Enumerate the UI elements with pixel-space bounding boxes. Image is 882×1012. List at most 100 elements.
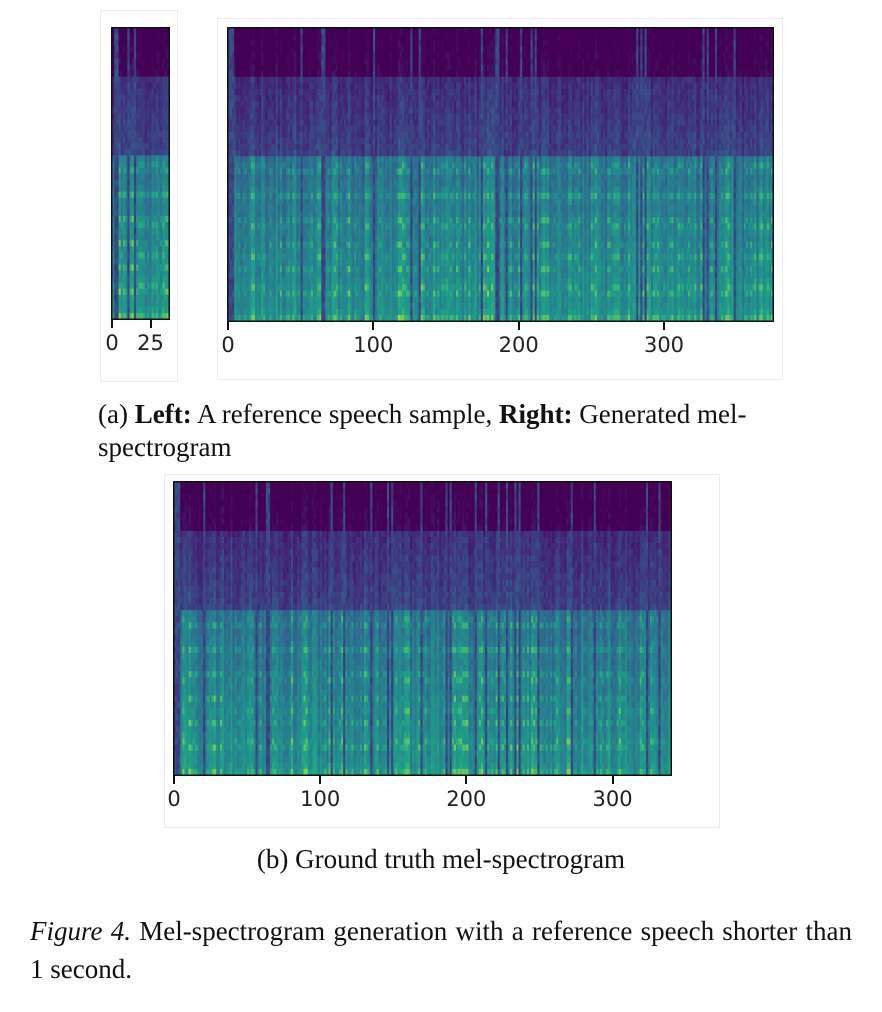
heatmap-cell xyxy=(315,137,318,145)
heatmap-cell xyxy=(267,180,271,188)
heatmap-cell xyxy=(144,106,148,114)
heatmap-cell xyxy=(385,101,389,108)
heatmap-cell xyxy=(288,162,291,169)
heatmap-cell xyxy=(271,58,275,66)
heatmap-cell xyxy=(252,241,256,249)
heatmap-cell xyxy=(344,156,347,163)
heatmap-cell xyxy=(350,95,353,102)
heatmap-cell xyxy=(144,58,148,65)
heatmap-cell xyxy=(302,52,306,60)
heatmap-cell xyxy=(379,113,382,121)
heatmap-cell xyxy=(242,34,246,41)
heatmap-cell xyxy=(385,64,389,72)
heatmap-cell xyxy=(352,40,355,47)
heatmap-cell xyxy=(261,156,264,163)
heatmap-cell xyxy=(269,229,273,237)
heatmap-cell xyxy=(279,95,283,102)
heatmap-cell xyxy=(296,290,300,298)
heatmap-cell xyxy=(269,70,273,78)
heatmap-cell xyxy=(138,288,142,296)
heatmap-cell xyxy=(360,259,364,267)
heatmap-cell xyxy=(234,217,237,224)
heatmap-cell xyxy=(277,186,281,194)
heatmap-cell xyxy=(319,168,322,176)
heatmap-cell xyxy=(346,58,349,66)
heatmap-cell xyxy=(144,118,148,126)
heatmap-cell xyxy=(292,241,295,249)
heatmap-cell xyxy=(250,162,254,169)
heatmap-cell xyxy=(234,198,237,206)
heatmap-cell xyxy=(387,229,391,237)
heatmap-cell xyxy=(323,192,326,200)
heatmap-cell xyxy=(236,247,239,255)
heatmap-cell xyxy=(114,246,117,253)
heatmap-cell xyxy=(348,131,351,139)
heatmap-cell xyxy=(120,88,124,96)
heatmap-cell xyxy=(370,156,374,163)
heatmap-cell xyxy=(279,284,283,292)
heatmap-cell xyxy=(125,131,128,138)
heatmap-cell xyxy=(356,278,360,285)
heatmap-cell xyxy=(356,150,360,157)
heatmap-cell xyxy=(140,94,144,102)
heatmap-cell xyxy=(116,70,120,78)
heatmap-cell xyxy=(234,223,237,231)
heatmap-cell xyxy=(234,174,237,182)
heatmap-cell xyxy=(325,247,329,255)
heatmap-cell xyxy=(234,253,237,261)
heatmap-cell xyxy=(252,217,256,224)
heatmap-cell xyxy=(370,137,374,145)
heatmap-cell xyxy=(364,137,368,145)
heatmap-cell xyxy=(335,89,339,96)
heatmap-cell xyxy=(252,125,256,133)
heatmap-cell xyxy=(166,118,170,126)
heatmap-cell xyxy=(335,241,339,249)
heatmap-cell xyxy=(286,253,289,261)
heatmap-cell xyxy=(319,314,322,322)
heatmap-cell xyxy=(160,118,164,126)
heatmap-cell xyxy=(341,101,345,108)
heatmap-cell xyxy=(151,191,155,199)
heatmap-cell xyxy=(331,296,335,304)
heatmap-cell xyxy=(292,205,295,212)
heatmap-cell xyxy=(277,125,281,133)
heatmap-cell xyxy=(381,131,385,139)
heatmap-cell xyxy=(370,101,374,108)
heatmap-cell xyxy=(275,253,279,261)
heatmap-cell xyxy=(228,174,231,182)
heatmap-cell xyxy=(339,174,343,182)
heatmap-cell xyxy=(236,223,239,231)
heatmap-cell xyxy=(279,241,283,249)
heatmap-cell xyxy=(344,82,347,90)
heatmap-cell xyxy=(265,186,268,194)
heatmap-cell xyxy=(283,266,287,273)
heatmap-cell xyxy=(337,168,341,176)
heatmap-cell xyxy=(331,107,335,115)
heatmap-cell xyxy=(234,95,237,102)
heatmap-cell xyxy=(230,34,233,41)
heatmap-cell xyxy=(116,106,120,114)
heatmap-cell xyxy=(312,235,316,243)
heatmap-cell xyxy=(147,131,150,138)
heatmap-cell xyxy=(383,235,387,243)
heatmap-cell xyxy=(257,308,260,316)
heatmap-cell xyxy=(364,241,368,249)
heatmap-cell xyxy=(356,211,360,218)
heatmap-cell xyxy=(242,241,246,249)
heatmap-cell xyxy=(273,296,277,304)
heatmap-cell xyxy=(136,52,139,59)
heatmap-cell xyxy=(114,222,117,229)
heatmap-cell xyxy=(381,82,385,90)
heatmap-cell xyxy=(368,223,372,231)
heatmap-cell xyxy=(236,302,239,310)
heatmap-cell xyxy=(230,186,233,194)
heatmap-cell xyxy=(236,211,239,218)
heatmap-cell xyxy=(379,89,382,96)
heatmap-cell xyxy=(358,82,362,90)
heatmap-cell xyxy=(296,205,300,212)
heatmap-cell xyxy=(362,217,366,224)
heatmap-cell xyxy=(271,247,275,255)
heatmap-cell xyxy=(265,70,268,78)
heatmap-cell xyxy=(286,95,289,102)
heatmap-cell xyxy=(296,266,300,273)
